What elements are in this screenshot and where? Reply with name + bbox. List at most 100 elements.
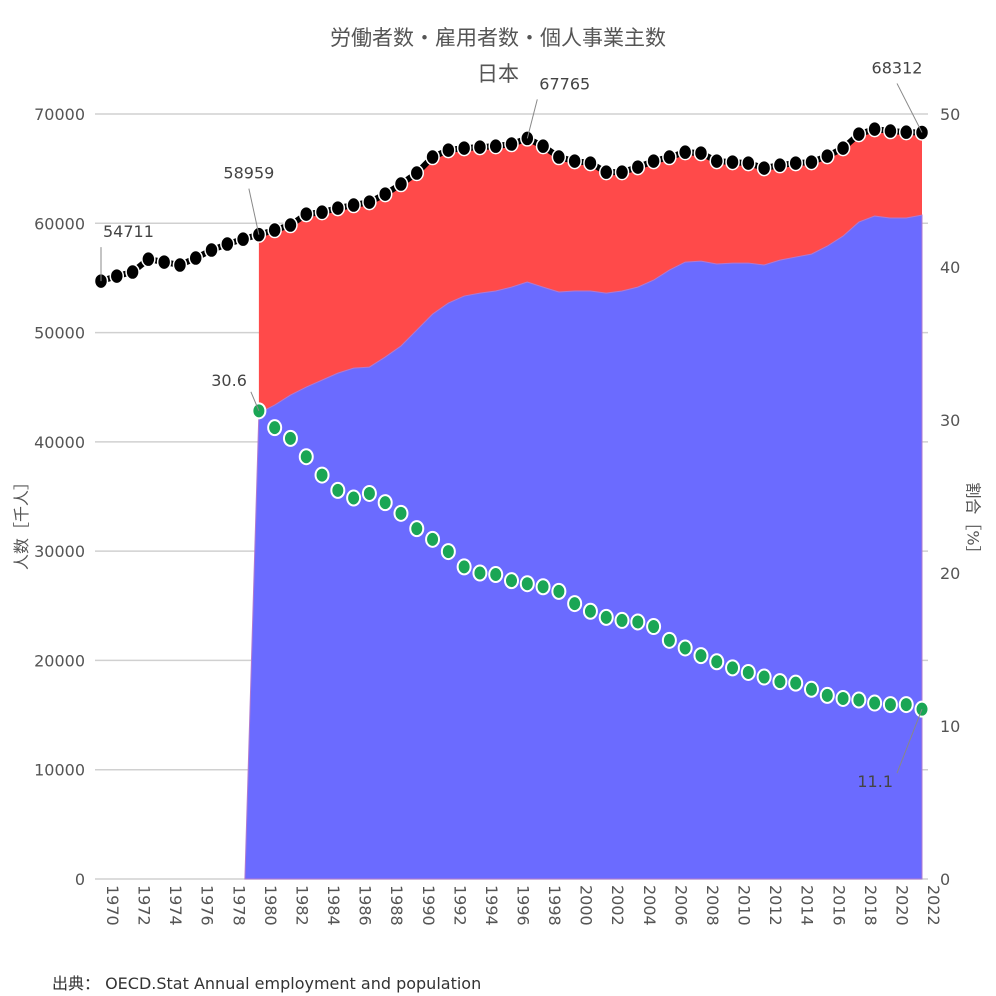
- total-marker: [393, 175, 409, 193]
- ratio-marker: [567, 595, 583, 613]
- x-tick-label: 2008: [703, 885, 722, 926]
- ratio-marker: [504, 572, 519, 590]
- total-marker: [220, 235, 235, 253]
- x-tick-label: 1978: [229, 885, 248, 926]
- y-left-tick-label: 20000: [34, 651, 85, 670]
- x-tick-label: 2022: [924, 885, 943, 926]
- total-marker: [630, 158, 646, 176]
- ratio-marker: [535, 578, 551, 596]
- x-tick-label: 2020: [892, 885, 911, 926]
- total-marker: [235, 230, 251, 248]
- total-marker: [662, 148, 677, 166]
- total-marker: [109, 267, 125, 285]
- x-tick-label: 2012: [766, 885, 785, 926]
- annotation-leader: [526, 99, 538, 139]
- x-tick-label: 1976: [198, 885, 217, 926]
- y-left-tick-label: 40000: [34, 433, 85, 452]
- total-marker: [788, 154, 803, 172]
- x-tick-label: 2014: [798, 885, 817, 926]
- ratio-marker: [488, 566, 504, 584]
- total-marker: [567, 152, 582, 170]
- ratio-marker: [740, 663, 756, 681]
- x-tick-label: 2002: [608, 885, 627, 926]
- total-marker: [441, 141, 456, 159]
- x-tick-label: 1984: [324, 885, 343, 926]
- annotation-label: 67765: [539, 74, 590, 93]
- total-marker: [172, 256, 188, 274]
- total-marker: [756, 159, 772, 177]
- y-right-tick-label: 20: [940, 564, 960, 583]
- ratio-marker: [314, 466, 330, 484]
- ratio-marker: [282, 429, 298, 447]
- ratio-marker: [551, 582, 567, 600]
- ratio-marker: [598, 608, 614, 626]
- y-right-tick-label: 0: [940, 870, 950, 889]
- chart-subtitle: 日本: [477, 62, 519, 86]
- x-tick-label: 1980: [261, 885, 280, 926]
- total-marker: [425, 148, 440, 166]
- y-left-tick-label: 60000: [34, 214, 85, 233]
- total-marker: [772, 156, 788, 174]
- annotation-label: 11.1: [857, 772, 893, 791]
- annotation-label: 54711: [103, 222, 154, 241]
- ratio-marker: [803, 680, 819, 698]
- total-marker: [693, 144, 709, 162]
- total-marker: [299, 205, 314, 223]
- x-tick-label: 2010: [735, 885, 754, 926]
- ratio-marker: [819, 686, 835, 704]
- ratio-marker: [519, 575, 535, 593]
- ratio-marker: [661, 631, 677, 649]
- total-marker: [188, 249, 203, 267]
- total-marker: [504, 135, 519, 153]
- total-marker: [677, 143, 693, 161]
- x-tick-label: 2004: [640, 885, 659, 926]
- total-marker: [535, 137, 551, 155]
- y-right-tick-label: 50: [940, 105, 960, 124]
- total-marker: [646, 152, 661, 170]
- ratio-marker: [267, 419, 283, 437]
- total-marker: [267, 221, 282, 239]
- annotation-leader: [896, 83, 923, 133]
- total-marker: [725, 153, 740, 171]
- total-marker: [156, 253, 172, 271]
- total-marker: [377, 185, 393, 203]
- total-marker: [804, 153, 819, 171]
- total-marker: [314, 203, 330, 221]
- ratio-marker: [709, 653, 725, 671]
- ratio-marker: [646, 618, 662, 636]
- total-marker: [456, 139, 472, 157]
- x-tick-label: 2000: [577, 885, 596, 926]
- total-marker: [583, 154, 598, 172]
- total-marker: [125, 263, 140, 281]
- total-marker: [614, 163, 630, 181]
- total-marker: [472, 138, 488, 156]
- x-tick-label: 1992: [450, 885, 469, 926]
- total-marker: [330, 199, 346, 217]
- total-marker: [141, 250, 156, 268]
- ratio-marker: [867, 694, 883, 712]
- total-marker: [409, 164, 425, 182]
- ratio-marker: [772, 673, 788, 691]
- ratio-marker: [630, 613, 646, 631]
- y-left-tick-label: 50000: [34, 324, 85, 343]
- ratio-marker: [788, 674, 804, 692]
- ratio-marker: [677, 639, 693, 657]
- total-marker: [488, 137, 503, 155]
- ratio-marker: [298, 448, 314, 466]
- total-marker: [851, 125, 867, 143]
- annotation-label: 58959: [223, 164, 274, 183]
- annotation-leader: [248, 188, 260, 235]
- annotation-label: 68312: [872, 58, 923, 77]
- x-tick-label: 1974: [166, 885, 185, 926]
- ratio-marker: [472, 564, 488, 582]
- annotation-leader: [250, 391, 260, 412]
- annotation-label: 30.6: [211, 371, 247, 390]
- y-left-tick-label: 30000: [34, 542, 85, 561]
- ratio-marker: [851, 691, 867, 709]
- ratio-marker: [440, 543, 456, 561]
- chart-title: 労働者数・雇用者数・個人事業主数: [330, 26, 666, 50]
- x-tick-label: 2016: [829, 885, 848, 926]
- ratio-marker: [330, 481, 346, 499]
- x-tick-label: 1988: [387, 885, 406, 926]
